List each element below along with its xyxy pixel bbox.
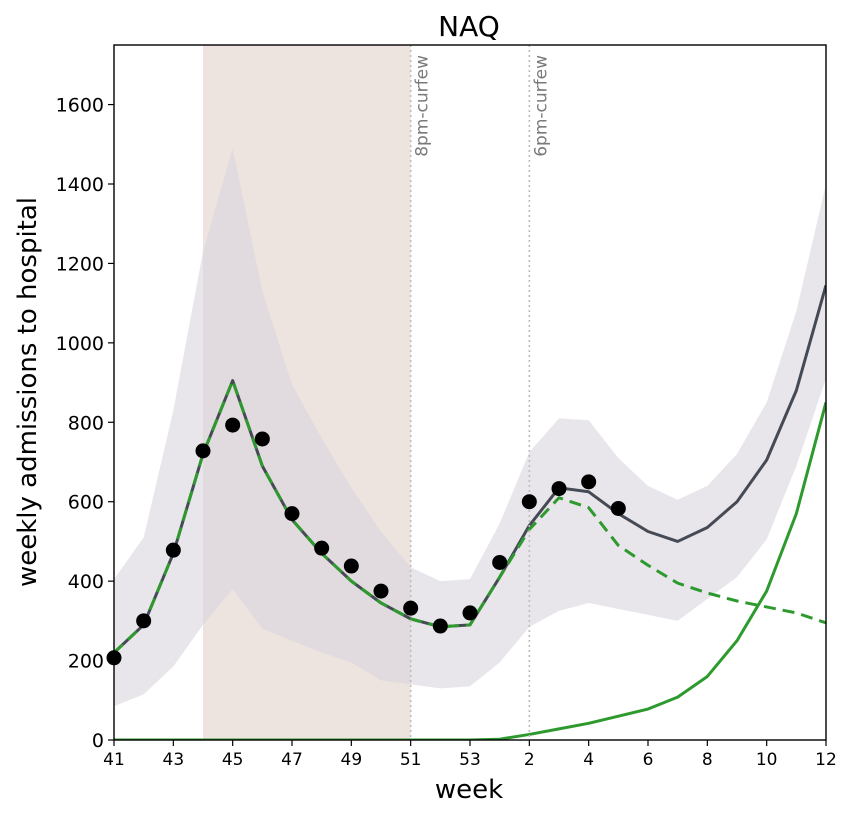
x-tick-label: 47 bbox=[281, 750, 303, 770]
curfew-label-0: 8pm-curfew bbox=[413, 55, 433, 157]
observed-point bbox=[225, 417, 241, 433]
series-line-2 bbox=[114, 379, 826, 654]
x-tick-label: 41 bbox=[103, 750, 125, 770]
series-line-3 bbox=[114, 402, 826, 740]
y-tick-label: 0 bbox=[92, 730, 104, 752]
x-tick-label: 4 bbox=[583, 750, 594, 770]
x-tick-label: 2 bbox=[524, 750, 535, 770]
chart-title: NAQ bbox=[438, 10, 500, 43]
observed-point bbox=[432, 618, 448, 634]
observed-point bbox=[610, 500, 626, 516]
x-tick-label: 49 bbox=[341, 750, 363, 770]
x-tick-label: 45 bbox=[222, 750, 244, 770]
plot-area: 8pm-curfew 6pm-curfew bbox=[106, 45, 826, 740]
observed-point bbox=[195, 443, 211, 459]
y-tick-label: 1200 bbox=[56, 253, 104, 275]
curfew-label-1: 6pm-curfew bbox=[531, 55, 551, 157]
y-tick-label: 1000 bbox=[56, 333, 104, 355]
x-tick-label: 12 bbox=[815, 750, 837, 770]
observed-point bbox=[136, 613, 152, 629]
x-tick-label: 53 bbox=[459, 750, 481, 770]
x-axis-label: week bbox=[435, 775, 503, 805]
y-tick-label: 400 bbox=[68, 571, 104, 593]
x-tick-label: 10 bbox=[756, 750, 778, 770]
observed-point bbox=[551, 481, 567, 497]
x-tick-label: 51 bbox=[400, 750, 422, 770]
y-tick-label: 1400 bbox=[56, 174, 104, 196]
observed-point bbox=[343, 558, 359, 574]
y-axis-ticks: 0 200 400 600 800 1000 1200 1400 1600 bbox=[56, 95, 114, 752]
observed-point bbox=[581, 474, 597, 490]
y-tick-label: 1600 bbox=[56, 95, 104, 117]
x-tick-label: 6 bbox=[643, 750, 654, 770]
x-axis-ticks: 41 43 45 47 49 51 53 2 4 6 8 10 12 bbox=[103, 740, 837, 770]
observed-point bbox=[521, 494, 537, 510]
observed-point bbox=[403, 600, 419, 616]
y-axis-label: weekly admissions to hospital bbox=[13, 197, 43, 587]
x-tick-label: 43 bbox=[163, 750, 185, 770]
observed-point bbox=[492, 554, 508, 570]
y-tick-label: 800 bbox=[68, 412, 104, 434]
observed-point bbox=[254, 431, 270, 447]
observed-point bbox=[462, 605, 478, 621]
observed-point bbox=[314, 540, 330, 556]
y-tick-label: 600 bbox=[68, 492, 104, 514]
y-tick-label: 200 bbox=[68, 651, 104, 673]
observed-point bbox=[373, 583, 389, 599]
observed-point bbox=[165, 542, 181, 558]
x-tick-label: 8 bbox=[702, 750, 713, 770]
observed-point bbox=[284, 506, 300, 522]
plot-clip-group bbox=[114, 45, 826, 740]
